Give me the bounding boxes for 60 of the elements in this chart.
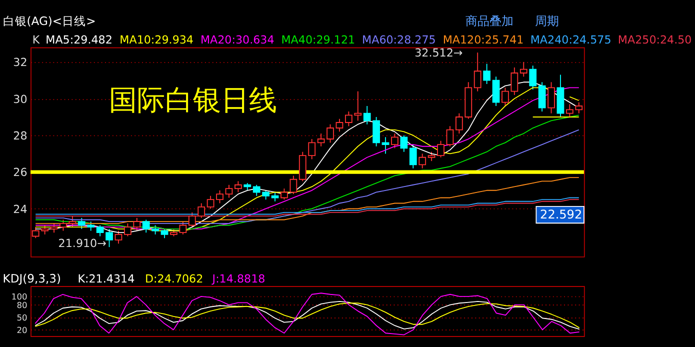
text: MA60:28.275	[362, 34, 436, 47]
y-tick-label: 26	[13, 166, 28, 180]
candlestick	[483, 63, 490, 84]
series-label: J:14.8818	[211, 272, 266, 286]
y-tick-label: 32	[13, 56, 28, 70]
y-tick-label: 28	[13, 130, 28, 143]
y-tick-label: 80	[16, 300, 28, 310]
chart-title: 白银(AG)<日线>	[2, 14, 96, 28]
annotation: 32.512→	[414, 46, 463, 60]
candlestick	[446, 126, 454, 147]
candlestick	[409, 144, 417, 169]
text: MA240:24.575	[530, 34, 612, 47]
candlestick	[548, 82, 555, 114]
candlestick	[60, 219, 67, 232]
annotation: 21.910→	[58, 237, 106, 250]
candlestick	[106, 228, 113, 248]
candlestick	[50, 222, 58, 234]
y-tick-label: 20	[16, 325, 28, 336]
candlestick	[68, 216, 76, 228]
chart-title: KDJ(9,3,3)	[2, 271, 62, 286]
candlestick	[234, 180, 242, 193]
candlestick	[474, 52, 482, 92]
annotation: 22.592	[540, 207, 582, 222]
candlestick	[437, 140, 444, 158]
y-tick-label: 24	[13, 202, 28, 216]
candlestick	[428, 151, 436, 162]
text: 商品叠加	[465, 14, 514, 28]
text: MA120:25.741	[442, 34, 524, 47]
candlestick	[326, 124, 334, 144]
text: MA20:30.634	[200, 34, 274, 47]
y-tick-label: 30	[13, 92, 28, 106]
text: MA250:24.50	[618, 34, 692, 47]
y-tick-label: 100	[11, 292, 28, 302]
text: MA40:29.121	[281, 34, 356, 47]
candlestick	[96, 224, 104, 237]
text: 周期	[534, 14, 559, 28]
candlestick	[538, 82, 546, 112]
candlestick	[317, 133, 325, 147]
candlestick	[400, 134, 408, 152]
candlestick	[529, 65, 537, 90]
candlestick	[271, 192, 279, 202]
line-series	[34, 292, 580, 336]
text: MA10:29.934	[120, 34, 194, 47]
candlestick	[216, 190, 224, 204]
candlestick	[206, 195, 214, 210]
candlestick	[114, 230, 122, 244]
series-label: K:21.4314	[78, 272, 135, 286]
candlestick	[382, 136, 390, 154]
candlestick	[160, 228, 168, 239]
text: D:24.7062	[145, 272, 204, 286]
text: K	[32, 34, 40, 47]
annotation: 国际白银日线	[109, 83, 278, 116]
candlestick	[492, 76, 500, 106]
text: MA5:29.482	[46, 34, 112, 47]
candlestick	[418, 153, 426, 169]
candlestick	[391, 133, 398, 149]
candlestick	[336, 118, 344, 132]
candlestick	[225, 184, 233, 198]
candlestick	[520, 62, 528, 78]
y-tick-label: 50	[16, 312, 28, 323]
